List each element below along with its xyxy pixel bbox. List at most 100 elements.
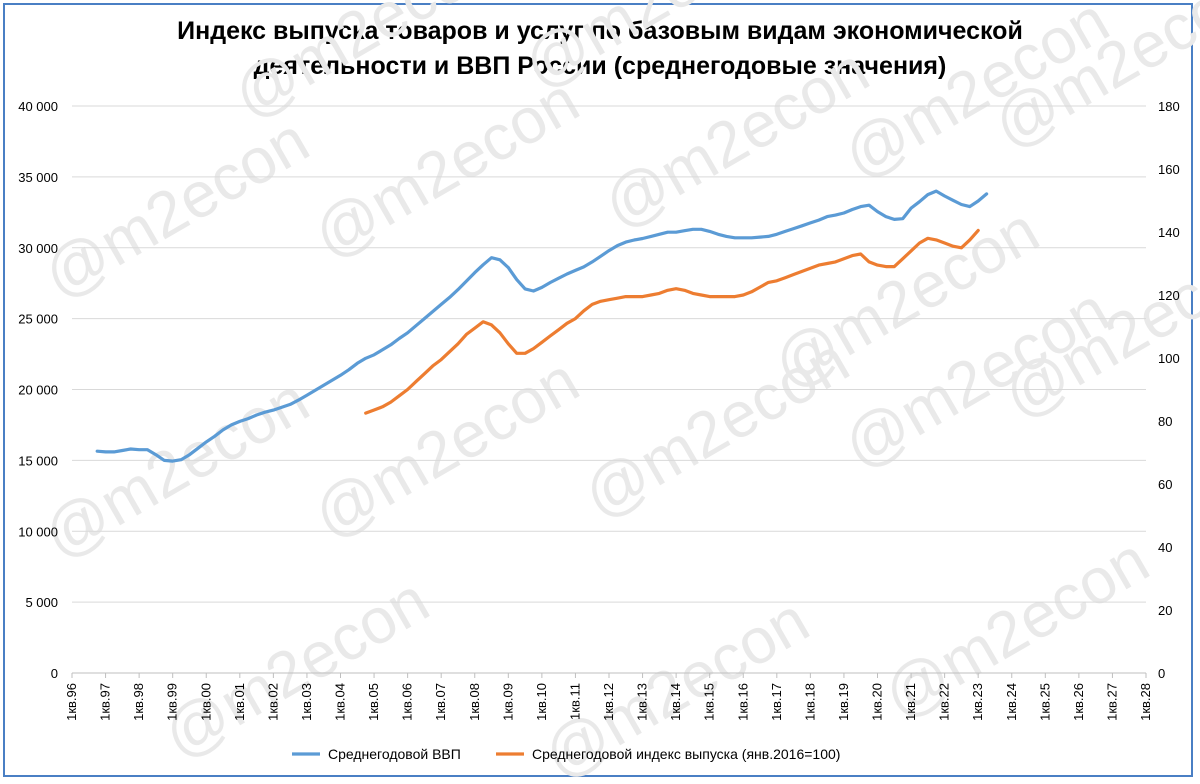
data-point [725,295,728,298]
data-point [733,236,736,239]
chart-title-line2: деятельности и ВВП России (среднегодовые… [253,52,947,80]
data-point [801,224,803,227]
data-point [389,343,392,346]
left-y-axis: 0 5 000 10 000 15 000 20 000 25 000 30 000 35 0… [18,99,58,681]
data-point [960,246,963,249]
x-tick-label: 1кв.00 [198,683,213,721]
data-point [691,292,694,295]
left-y-tick-label: 0 [51,666,58,681]
data-point [599,255,602,258]
data-point [398,394,401,397]
data-point [968,205,971,208]
data-point [809,221,812,224]
data-point [364,357,367,360]
data-point [918,200,921,203]
data-point [205,440,208,443]
data-point [742,236,745,239]
data-point [708,295,711,298]
data-point [415,380,417,383]
right-y-tick-label: 0 [1158,666,1165,681]
data-point [733,295,736,298]
gridlines [72,105,1146,674]
left-y-tick-label: 40 000 [18,99,58,114]
data-point [373,353,376,356]
data-point [775,279,778,282]
data-point [717,233,720,236]
right-y-tick-label: 140 [1158,225,1180,240]
data-point [591,260,594,263]
watermark-layer: @m2econ@m2econ @m2econ@m2econ@m2econ@m2ec… [31,0,1200,784]
series-points [364,229,980,415]
data-point [926,193,929,196]
data-point [524,352,527,355]
x-tick-label: 1кв.21 [903,683,918,721]
data-point [675,231,678,234]
data-point [834,260,837,263]
data-point [750,290,753,293]
data-point [943,242,946,244]
data-point [389,401,392,404]
data-point [633,295,636,298]
left-y-tick-label: 35 000 [18,170,58,185]
data-point [767,281,770,284]
data-point [700,294,703,296]
data-point [473,327,476,330]
data-point [381,405,384,408]
x-tick-label: 1кв.10 [534,683,549,721]
data-point [280,406,283,409]
watermark-text: @m2econ [151,563,440,772]
x-tick-label: 1кв.19 [836,683,851,721]
data-point [230,423,233,426]
data-point [406,388,409,391]
data-point [968,238,971,241]
left-y-tick-label: 15 000 [18,453,58,468]
data-point [868,260,871,263]
data-point [784,230,787,233]
data-point [977,200,980,202]
data-point [960,203,963,206]
series-layer [95,189,989,463]
data-point [658,292,661,295]
data-point [138,448,141,451]
data-point [708,230,711,233]
data-point [196,447,199,450]
data-point [289,403,292,406]
data-point [901,257,904,260]
data-point [272,409,275,412]
data-point [104,450,107,453]
right-y-axis: 0 20 40 60 80 100 120 140 160 180 [1158,99,1180,681]
x-tick-label: 1кв.14 [668,683,683,721]
x-tick-label: 1кв.18 [802,683,817,721]
data-point [255,414,258,416]
data-point [868,204,871,207]
data-point [675,287,678,290]
data-point [633,239,636,241]
data-point [188,453,191,456]
data-point [616,244,619,247]
data-point [549,334,552,337]
data-point [515,278,518,281]
data-point [373,409,376,411]
data-point [314,389,317,392]
watermark-text: @m2econ [221,0,510,132]
data-point [297,399,300,402]
x-tick-label: 1кв.12 [601,683,616,721]
data-point [180,458,183,461]
data-point [859,253,862,255]
right-y-tick-label: 40 [1158,540,1172,555]
x-tick-label: 1кв.98 [131,683,146,721]
data-point [935,238,938,241]
right-y-tick-label: 20 [1158,603,1172,618]
data-point [457,288,459,291]
data-point [305,394,308,397]
data-point [566,322,568,325]
data-point [582,309,585,312]
data-point [859,205,862,208]
x-tick-label: 1кв.07 [433,683,448,721]
x-tick-label: 1кв.16 [735,683,750,721]
data-point [666,231,669,234]
x-tick-label: 1кв.03 [299,683,314,721]
data-point [322,384,325,387]
data-point [540,341,543,344]
